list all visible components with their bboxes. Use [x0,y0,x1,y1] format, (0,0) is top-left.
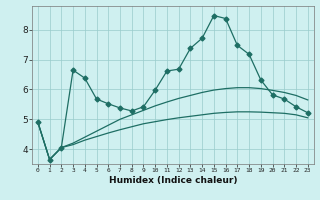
X-axis label: Humidex (Indice chaleur): Humidex (Indice chaleur) [108,176,237,185]
